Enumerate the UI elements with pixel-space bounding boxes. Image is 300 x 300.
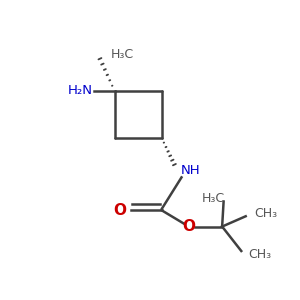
Text: CH₃: CH₃ [249,248,272,261]
Text: CH₃: CH₃ [254,207,278,220]
Text: H₃C: H₃C [110,48,134,61]
Text: H₂N: H₂N [68,84,93,97]
Text: O: O [113,203,126,218]
Text: O: O [182,219,195,234]
Text: H₃C: H₃C [202,192,225,205]
Text: NH: NH [180,164,200,177]
